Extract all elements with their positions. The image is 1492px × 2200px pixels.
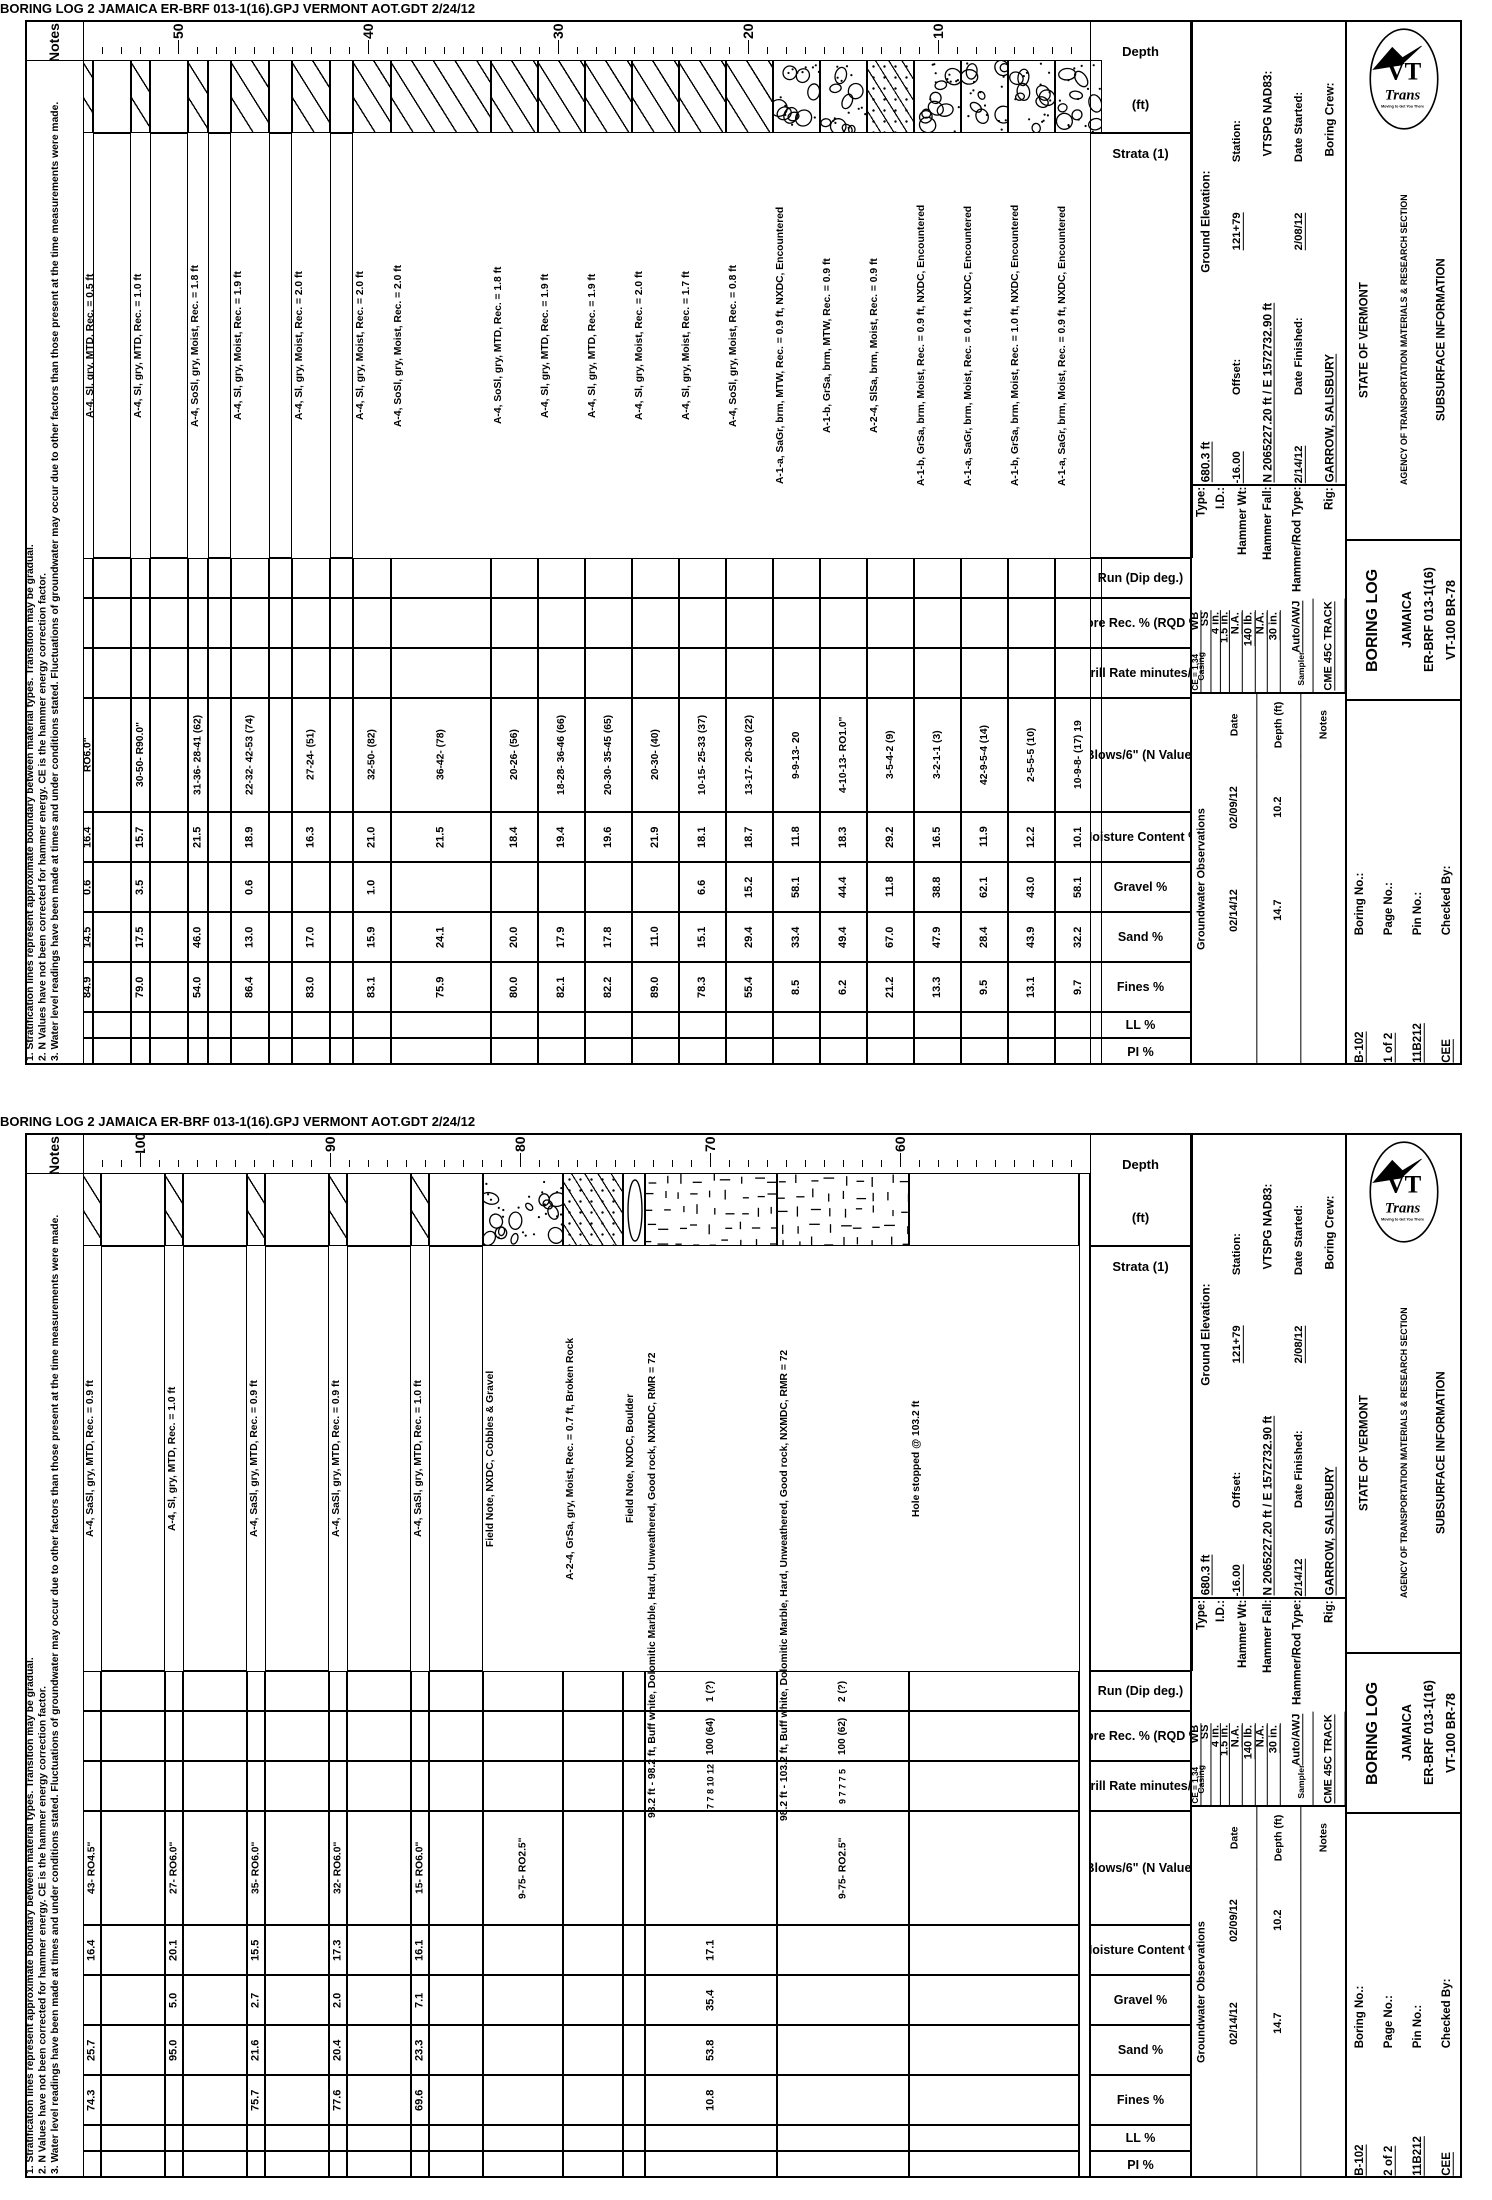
svg-text:VT: VT <box>1387 1172 1422 1199</box>
svg-text:Moving to Get You There: Moving to Get You There <box>1381 105 1424 109</box>
svg-text:Trans: Trans <box>1385 1201 1421 1217</box>
svg-text:Trans: Trans <box>1385 88 1421 104</box>
svg-text:VT: VT <box>1387 59 1422 86</box>
svg-text:Moving to Get You There: Moving to Get You There <box>1381 1218 1424 1222</box>
